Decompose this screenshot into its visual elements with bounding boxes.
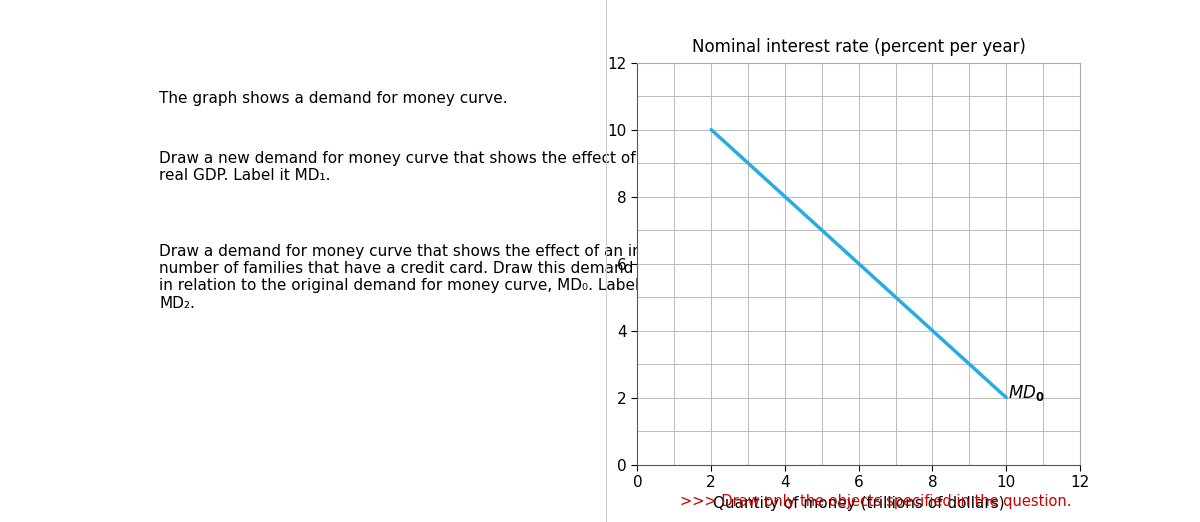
Text: >>> Draw only the objects specified in the question.: >>> Draw only the objects specified in t… xyxy=(680,494,1072,509)
Title: Nominal interest rate (percent per year): Nominal interest rate (percent per year) xyxy=(691,38,1026,55)
Text: Draw a new demand for money curve that shows the effect of an increase in
real G: Draw a new demand for money curve that s… xyxy=(160,151,748,183)
Text: $\mathbf{\mathit{MD}}_\mathbf{0}$: $\mathbf{\mathit{MD}}_\mathbf{0}$ xyxy=(1008,383,1045,402)
Text: The graph shows a demand for money curve.: The graph shows a demand for money curve… xyxy=(160,91,508,106)
X-axis label: Quantity of money (trillions of dollars): Quantity of money (trillions of dollars) xyxy=(713,495,1004,511)
Text: Draw a demand for money curve that shows the effect of an increase in the
number: Draw a demand for money curve that shows… xyxy=(160,243,764,311)
